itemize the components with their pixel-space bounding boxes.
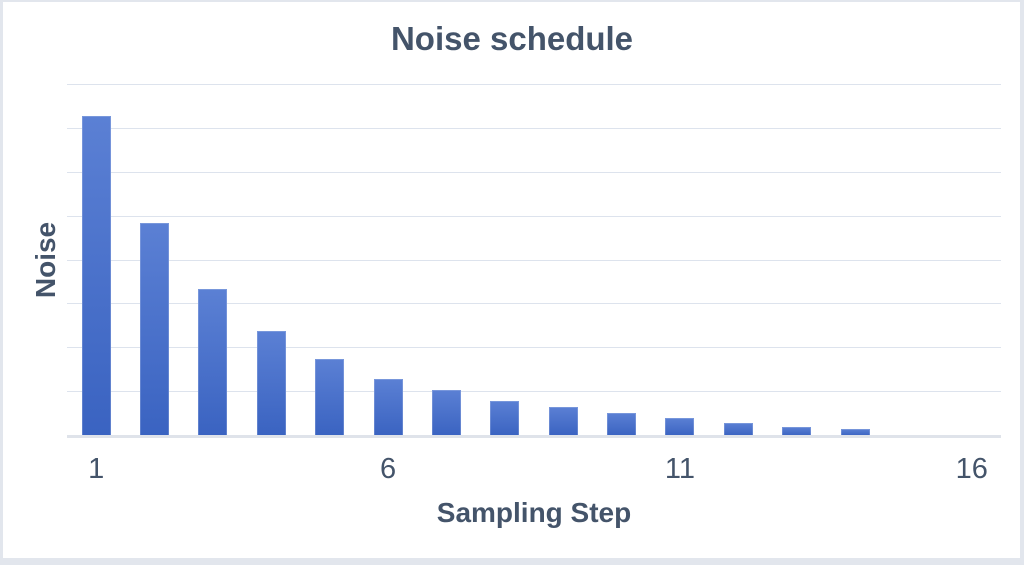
bar-step-3 (198, 289, 228, 436)
gridline (67, 347, 1001, 349)
gridline (67, 171, 1001, 173)
gridline (67, 259, 1001, 261)
x-tick-label-6: 6 (379, 453, 397, 485)
bar-step-10 (607, 412, 637, 436)
bar-step-4 (256, 330, 286, 436)
bar-step-6 (373, 378, 403, 436)
gridline (67, 84, 1001, 85)
chart-title: Noise schedule (390, 20, 634, 57)
x-tick-label-11: 11 (664, 453, 695, 485)
bar-step-12 (723, 422, 753, 436)
y-axis-title: Noise (30, 221, 61, 299)
bar-step-2 (140, 223, 170, 436)
x-tick-label-1: 1 (88, 453, 105, 485)
bar-step-14 (840, 429, 870, 436)
x-axis-line (67, 435, 1001, 438)
bar-step-7 (431, 389, 461, 436)
x-axis-title: Sampling Step (436, 497, 632, 528)
x-tick-label-16: 16 (955, 453, 988, 485)
bar-step-9 (548, 407, 578, 436)
bar-step-5 (315, 359, 345, 436)
gridline (67, 215, 1001, 217)
bar-step-1 (81, 115, 111, 436)
gridline (67, 303, 1001, 305)
gridline (67, 127, 1001, 129)
chart-background (3, 2, 1020, 558)
gridline (67, 391, 1001, 393)
bar-step-8 (490, 400, 520, 436)
bar-step-13 (782, 427, 812, 436)
bar-step-11 (665, 418, 695, 436)
plot-area (67, 84, 1001, 438)
